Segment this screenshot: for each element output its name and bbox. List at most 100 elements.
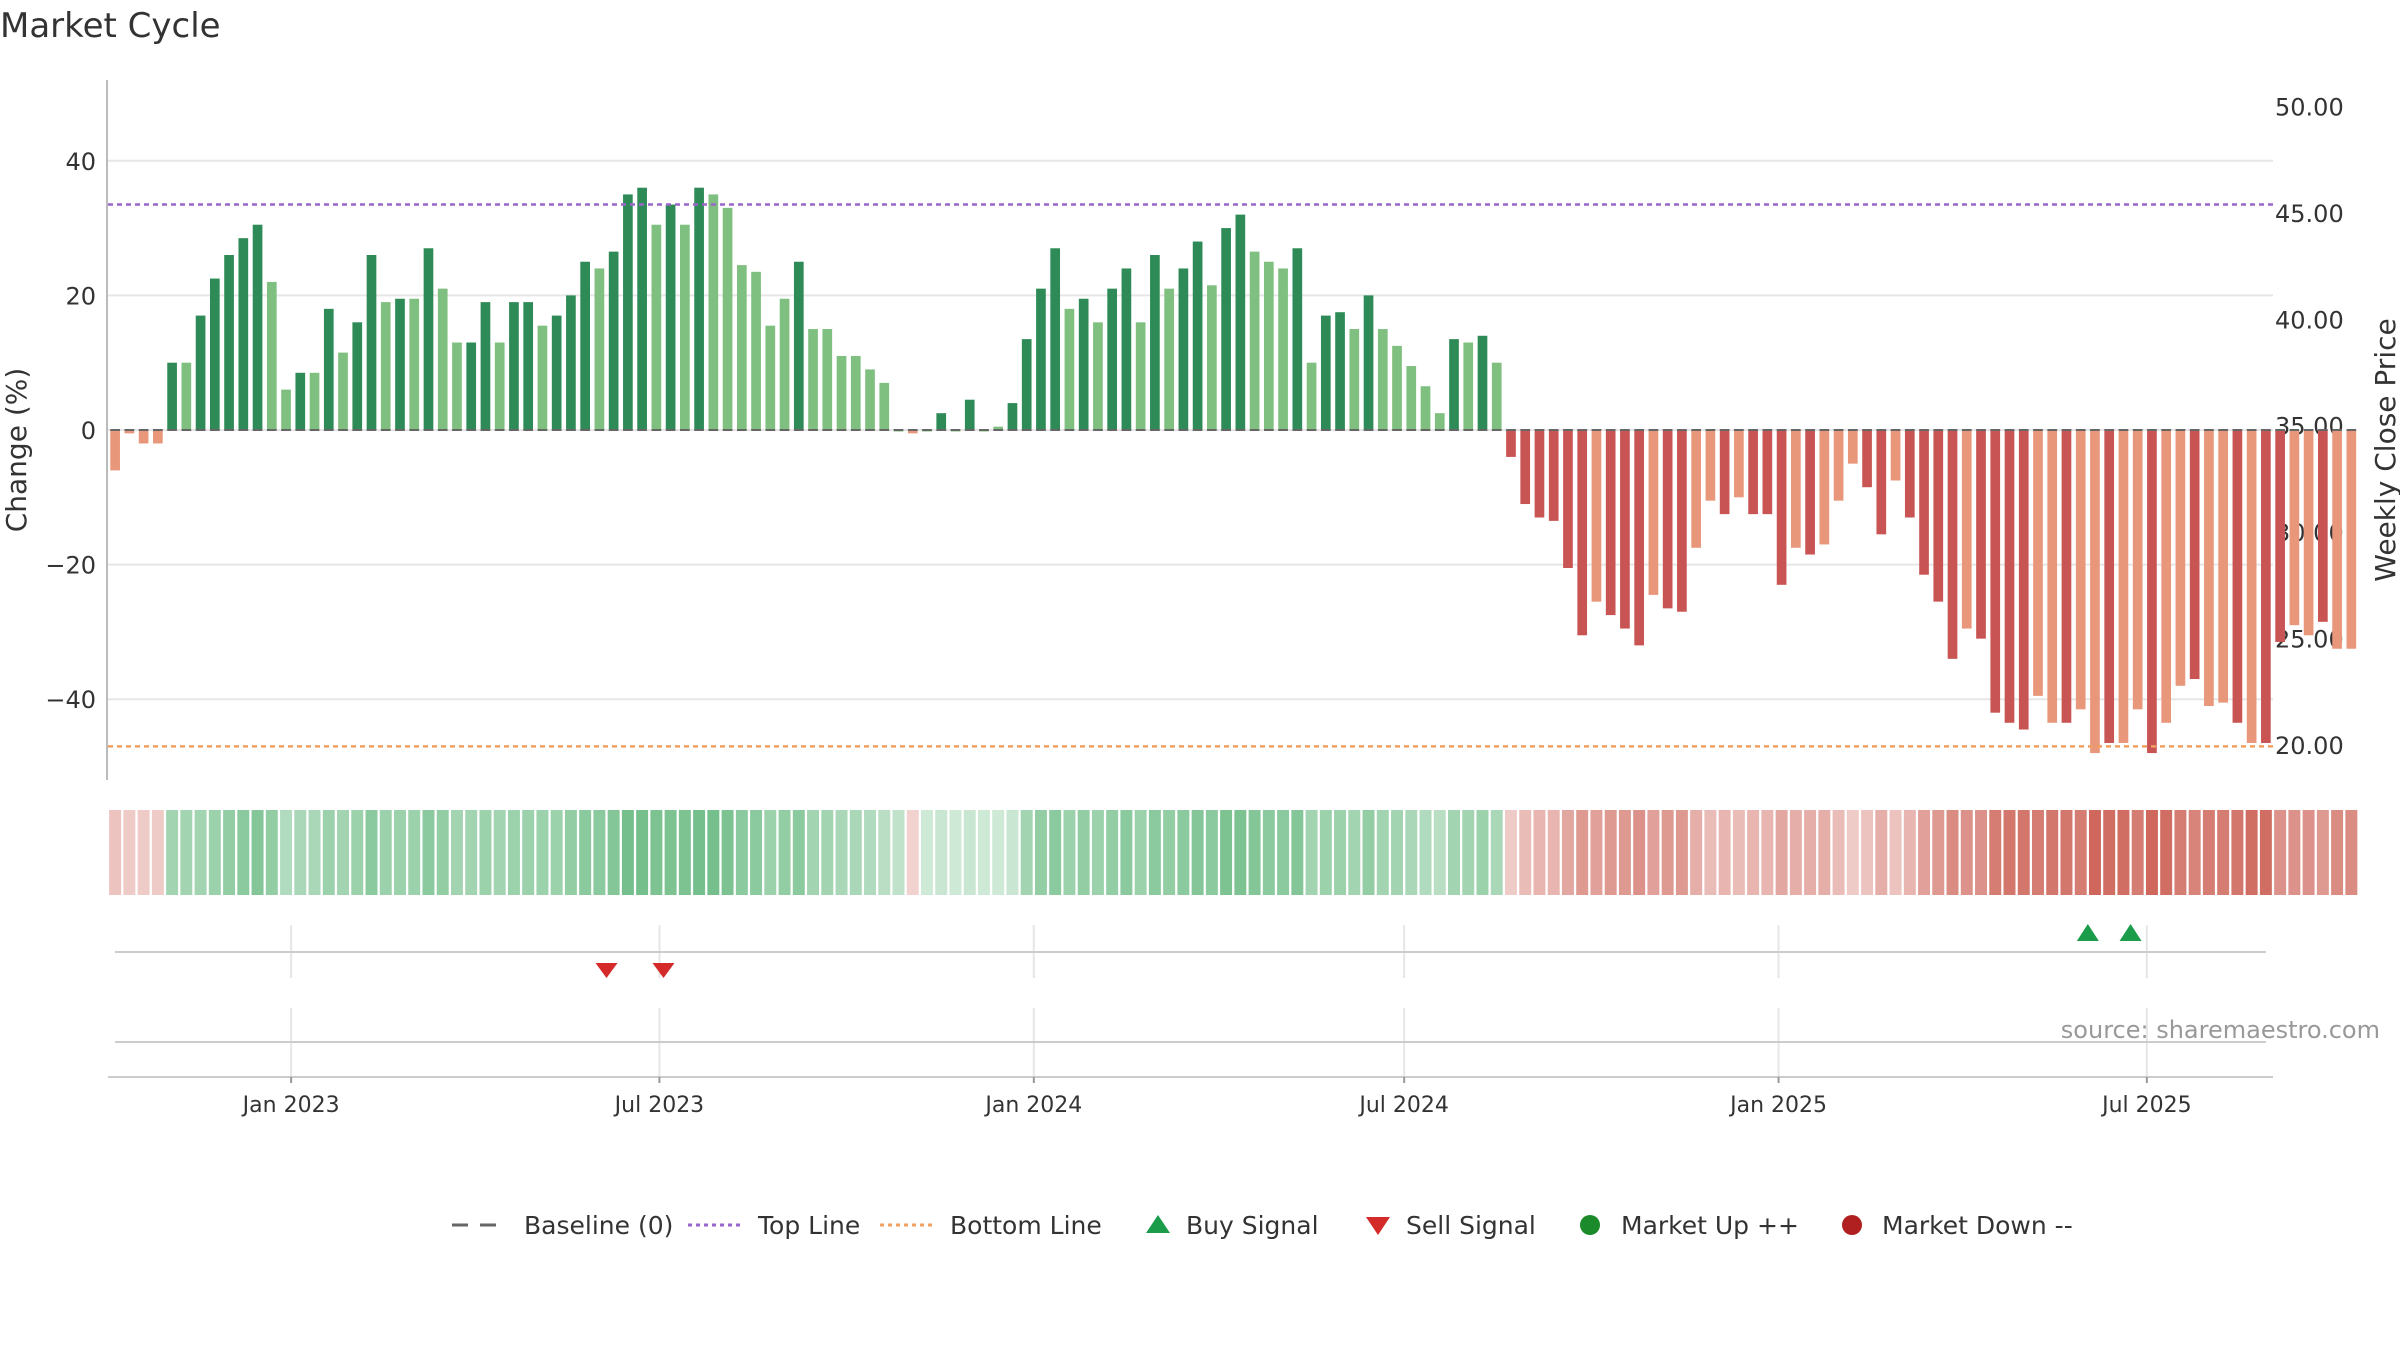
change-bar: [623, 194, 633, 430]
x-tick-label: Jan 2023: [241, 1093, 340, 1118]
y-tick-label-left: −20: [45, 552, 96, 580]
heat-strip-cell: [1490, 810, 1503, 895]
heat-strip-cell: [1006, 810, 1019, 895]
legend-label: Top Line: [757, 1211, 860, 1240]
heat-strip-cell: [1747, 810, 1760, 895]
heat-strip-cell: [1590, 810, 1603, 895]
change-bar: [879, 382, 890, 430]
heat-strip-cell: [1319, 810, 1332, 895]
change-bar: [1420, 386, 1431, 430]
heat-strip-cell: [2074, 810, 2087, 895]
heat-strip-cell: [1020, 810, 1033, 895]
change-bar: [352, 322, 363, 430]
change-bar: [722, 207, 733, 430]
heat-strip-cell: [1234, 810, 1247, 895]
heat-strip-cell: [1334, 810, 1347, 895]
heat-strip-cell: [379, 810, 392, 895]
change-bar: [2289, 430, 2300, 626]
change-bar: [1705, 430, 1716, 501]
heat-strip-cell: [550, 810, 563, 895]
y-tick-label-right: 45.00: [2275, 200, 2344, 228]
change-bar: [1506, 430, 1516, 457]
heat-strip-cell: [579, 810, 592, 895]
heat-strip-cell: [479, 810, 492, 895]
change-bar: [1093, 322, 1103, 430]
heat-strip-cell: [1177, 810, 1190, 895]
heat-strip-cell: [1134, 810, 1147, 895]
change-bar: [494, 342, 505, 430]
change-bar: [566, 295, 576, 430]
change-bar: [437, 288, 448, 430]
heat-strip-cell: [1049, 810, 1062, 895]
change-bar: [1036, 288, 1046, 430]
heat-strip-cell: [693, 810, 706, 895]
heat-strip-cell: [2288, 810, 2301, 895]
change-bar: [1320, 315, 1331, 430]
sell-signal-marker: [652, 963, 675, 978]
heat-strip-cell: [2245, 810, 2258, 895]
change-bar: [1007, 403, 1018, 430]
change-bar: [2246, 430, 2257, 743]
heat-strip-cell: [436, 810, 449, 895]
change-bar: [907, 430, 918, 434]
x-tick-label: Jan 2024: [983, 1093, 1082, 1118]
heat-strip-cell: [963, 810, 976, 895]
heat-strip-cell: [2231, 810, 2244, 895]
change-bar: [1791, 430, 1801, 548]
heat-strip-cell: [1761, 810, 1774, 895]
change-bar: [736, 265, 747, 430]
change-bar: [850, 355, 861, 430]
change-bar: [964, 399, 975, 430]
change-bar: [1748, 430, 1758, 515]
heat-strip-cell: [807, 810, 820, 895]
heat-strip-cell: [735, 810, 748, 895]
heat-strip-cell: [2188, 810, 2201, 895]
change-bar: [1235, 214, 1246, 430]
heat-strip-cell: [2331, 810, 2344, 895]
heat-strip-cell: [2046, 810, 2059, 895]
change-bar: [1605, 430, 1616, 616]
change-bar: [1990, 430, 2001, 713]
change-bar: [651, 224, 662, 430]
heat-strip-cell: [849, 810, 862, 895]
change-bar: [1548, 430, 1559, 521]
change-bar: [2189, 430, 2200, 680]
heat-strip-cell: [2302, 810, 2315, 895]
heat-strip-cell: [1448, 810, 1460, 895]
change-bar: [1819, 430, 1830, 545]
change-bar: [1377, 329, 1388, 430]
change-bar: [793, 261, 804, 430]
change-bar: [1150, 255, 1160, 430]
heat-strip-cell: [507, 810, 520, 895]
change-bar: [1349, 329, 1360, 430]
heat-strip-cell: [1533, 810, 1546, 895]
change-bar: [1577, 430, 1588, 636]
change-bar: [694, 187, 704, 430]
heat-strip-cell: [1376, 810, 1389, 895]
change-bar: [2090, 430, 2100, 754]
heat-strip-cell: [493, 810, 506, 895]
heat-strip-cell: [422, 810, 435, 895]
heat-strip-cell: [921, 810, 933, 895]
heat-strip-cell: [607, 810, 620, 895]
change-bar: [1734, 430, 1744, 498]
heat-strip-cell: [237, 810, 250, 895]
x-tick-label: Jul 2024: [1357, 1093, 1449, 1118]
change-bar: [1876, 430, 1887, 535]
change-bar: [338, 352, 348, 430]
heat-strip-cell: [123, 810, 136, 895]
change-bar: [2332, 430, 2342, 649]
heat-strip-cell: [2345, 810, 2358, 895]
change-bar: [1363, 295, 1374, 430]
change-bar: [1050, 248, 1061, 430]
change-bar: [2175, 430, 2186, 686]
change-bar: [1491, 362, 1502, 430]
change-bar: [1890, 430, 1901, 481]
heat-strip-cell: [394, 810, 406, 895]
change-bar: [836, 355, 847, 430]
heat-strip-cell: [1889, 810, 1902, 895]
change-bar: [452, 342, 462, 430]
heat-strip-cell: [1277, 810, 1290, 895]
legend-swatch-sell-signal: [1366, 1217, 1390, 1235]
heat-strip-cell: [2060, 810, 2073, 895]
